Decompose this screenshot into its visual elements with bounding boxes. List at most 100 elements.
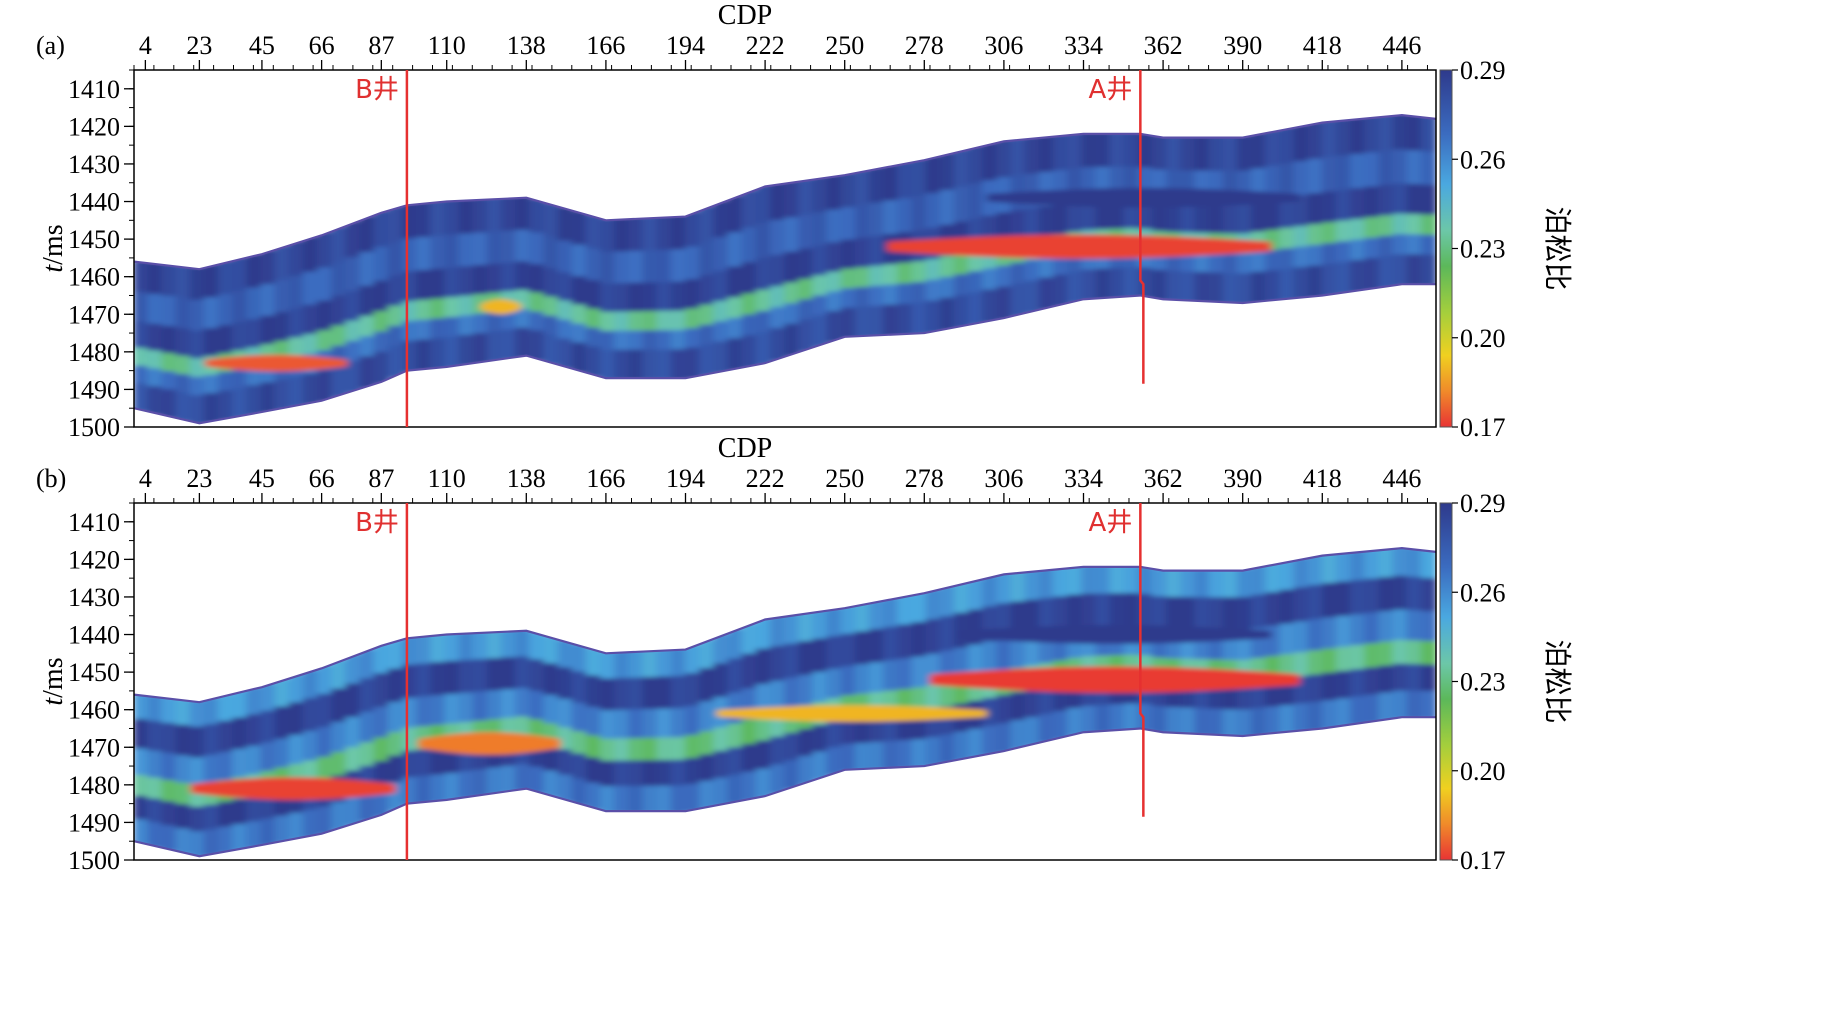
layer-cell	[189, 395, 206, 424]
layer-cell	[939, 682, 956, 713]
layer-cell	[628, 677, 645, 716]
layer-cell	[628, 330, 645, 356]
layer-cell	[147, 798, 164, 829]
layer-cell	[134, 819, 150, 846]
layer-cell	[175, 755, 192, 789]
layer-cell	[1392, 663, 1409, 697]
layer-cell	[571, 642, 588, 678]
layer-cell	[670, 646, 687, 682]
layer-cell	[515, 194, 532, 236]
layer-cell	[571, 731, 588, 760]
layer-cell	[571, 702, 588, 738]
layer-cell	[557, 240, 574, 279]
layer-cell	[1067, 707, 1084, 738]
layer-cell	[1307, 701, 1324, 733]
layer-cell	[897, 658, 914, 696]
layer-cell	[134, 748, 150, 781]
layer-cell	[840, 268, 857, 295]
layer-cell	[1378, 548, 1395, 584]
layer-cell	[699, 780, 716, 811]
layer-cell	[529, 292, 546, 318]
layer-cell	[387, 668, 404, 708]
x-tick-label: 418	[1303, 31, 1342, 60]
layer-cell	[316, 693, 334, 733]
layer-cell	[430, 748, 447, 781]
layer-cell	[134, 718, 150, 755]
layer-cell	[1279, 559, 1296, 596]
layer-cell	[359, 711, 376, 749]
x-tick-label: 87	[368, 31, 394, 60]
layer-cell	[1420, 184, 1436, 221]
layer-cell	[741, 622, 758, 660]
layer-cell	[1151, 134, 1169, 176]
layer-cell	[840, 307, 857, 340]
anomaly-body	[418, 732, 561, 755]
layer-cell	[302, 304, 319, 341]
layer-cell	[1208, 252, 1225, 279]
layer-cell	[741, 335, 758, 370]
layer-cell	[1335, 615, 1353, 653]
layer-cell	[755, 258, 772, 296]
y-tick-label: 1420	[68, 545, 120, 574]
layer-cell	[1222, 567, 1239, 604]
layer-cell	[684, 279, 702, 315]
layer-cell	[1024, 280, 1041, 315]
layer-cell	[1081, 200, 1098, 236]
layer-cell	[1406, 576, 1423, 617]
layer-cell	[883, 626, 900, 667]
layer-cell	[1265, 199, 1282, 236]
layer-cell	[203, 724, 220, 762]
layer-cell	[684, 673, 702, 712]
layer-cell	[189, 757, 206, 792]
layer-cell	[359, 792, 376, 823]
layer-cell	[1350, 549, 1367, 587]
layer-cell	[684, 705, 702, 742]
layer-cell	[925, 300, 942, 335]
layer-cell	[486, 231, 503, 270]
layer-cell	[925, 279, 942, 307]
layer-cell	[401, 201, 419, 245]
layer-cell	[345, 797, 362, 827]
layer-cell	[1251, 251, 1268, 278]
layer-cell	[1151, 567, 1169, 603]
layer-cell	[769, 764, 786, 795]
layer-cell	[713, 750, 730, 784]
layer-cell	[897, 283, 914, 310]
layer-cell	[713, 200, 730, 244]
layer-cell	[953, 295, 970, 329]
layer-cell	[1236, 273, 1254, 306]
layer-cell	[444, 693, 461, 730]
layer-cell	[373, 351, 390, 385]
layer-cell	[500, 329, 518, 362]
x-tick-label: 222	[746, 31, 785, 60]
layer-cell	[161, 353, 178, 378]
layer-cell	[316, 330, 334, 357]
layer-cell	[812, 295, 829, 322]
layer-cell	[1038, 686, 1055, 721]
layer-cell	[1052, 203, 1070, 241]
layer-cell	[699, 638, 716, 675]
layer-cell	[1109, 593, 1126, 632]
layer-cell	[982, 268, 999, 296]
layer-cell	[826, 668, 843, 705]
panel-label: (a)	[36, 31, 65, 60]
layer-cell	[1350, 153, 1367, 195]
layer-cell	[557, 300, 574, 326]
layer-cell	[1081, 593, 1098, 633]
layer-cell	[1279, 589, 1296, 630]
layer-cell	[345, 360, 362, 394]
layer-cell	[1222, 253, 1239, 280]
layer-cell	[982, 697, 999, 732]
layer-cell	[713, 237, 730, 277]
layer-cell	[246, 319, 263, 354]
layer-cell	[161, 780, 178, 808]
y-tick-label: 1500	[68, 413, 120, 442]
layer-cell	[331, 751, 348, 782]
well-label: B井	[355, 508, 399, 538]
layer-cell	[1378, 665, 1395, 699]
layer-cell	[699, 731, 716, 761]
layer-cell	[543, 201, 560, 243]
layer-cell	[854, 237, 871, 274]
layer-cell	[1293, 587, 1310, 628]
